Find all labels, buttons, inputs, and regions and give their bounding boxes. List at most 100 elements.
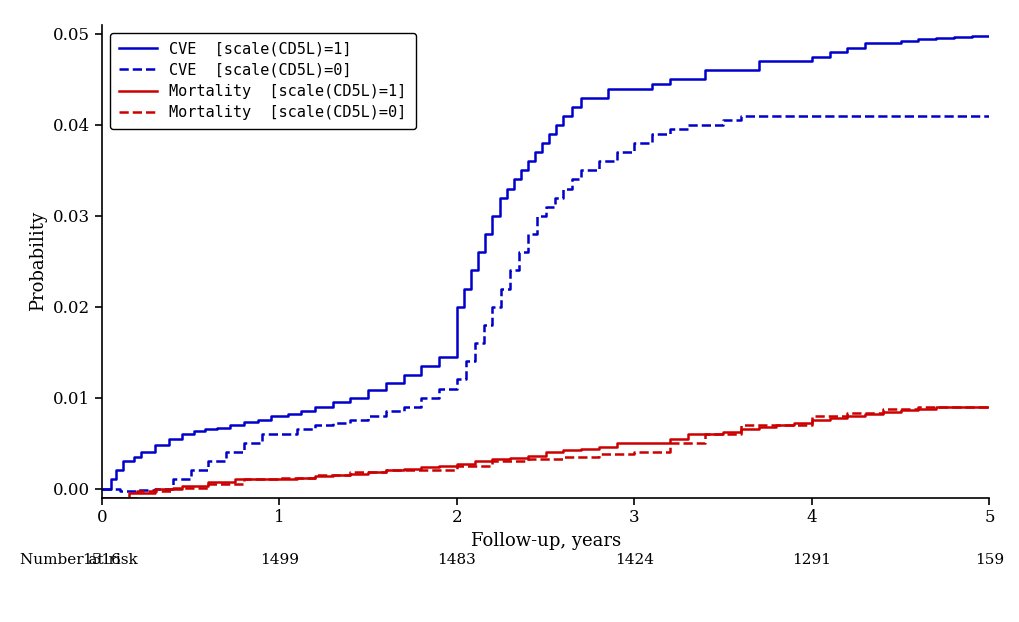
Line: Mortality  [scale(CD5L)=1]: Mortality [scale(CD5L)=1]: [102, 407, 988, 498]
Mortality  [scale(CD5L)=0]: [96, 494, 108, 501]
Mortality  [scale(CD5L)=1]: [769, 421, 782, 429]
Mortality  [scale(CD5L)=1]: [575, 445, 587, 452]
Mortality  [scale(CD5L)=1]: [592, 443, 604, 450]
Mortality  [scale(CD5L)=1]: [734, 425, 746, 433]
Mortality  [scale(CD5L)=0]: [486, 458, 498, 465]
Mortality  [scale(CD5L)=1]: [628, 439, 640, 447]
Mortality  [scale(CD5L)=0]: [841, 409, 853, 417]
Mortality  [scale(CD5L)=0]: [273, 474, 285, 481]
Mortality  [scale(CD5L)=1]: [752, 423, 764, 430]
CVE  [scale(CD5L)=1]: [982, 32, 995, 40]
Mortality  [scale(CD5L)=1]: [841, 412, 853, 419]
Line: CVE  [scale(CD5L)=1]: CVE [scale(CD5L)=1]: [102, 36, 988, 488]
CVE  [scale(CD5L)=1]: [556, 112, 569, 119]
Mortality  [scale(CD5L)=1]: [344, 470, 357, 478]
Mortality  [scale(CD5L)=1]: [911, 405, 923, 412]
Mortality  [scale(CD5L)=1]: [716, 429, 729, 436]
CVE  [scale(CD5L)=0]: [734, 112, 746, 119]
Mortality  [scale(CD5L)=1]: [699, 430, 711, 438]
CVE  [scale(CD5L)=0]: [113, 488, 125, 495]
Text: 159: 159: [974, 553, 1003, 567]
Mortality  [scale(CD5L)=1]: [362, 468, 374, 476]
CVE  [scale(CD5L)=0]: [592, 157, 604, 165]
CVE  [scale(CD5L)=0]: [96, 485, 108, 492]
CVE  [scale(CD5L)=0]: [575, 167, 587, 174]
Mortality  [scale(CD5L)=1]: [556, 447, 569, 454]
Mortality  [scale(CD5L)=0]: [556, 453, 569, 460]
Mortality  [scale(CD5L)=0]: [450, 462, 463, 470]
Y-axis label: Probability: Probability: [30, 211, 48, 311]
Mortality  [scale(CD5L)=1]: [122, 490, 135, 497]
CVE  [scale(CD5L)=0]: [982, 112, 995, 119]
Mortality  [scale(CD5L)=1]: [433, 462, 445, 470]
CVE  [scale(CD5L)=1]: [110, 466, 122, 474]
Text: 1291: 1291: [792, 553, 830, 567]
Mortality  [scale(CD5L)=0]: [202, 480, 214, 488]
Mortality  [scale(CD5L)=1]: [876, 409, 889, 416]
Mortality  [scale(CD5L)=1]: [822, 414, 835, 421]
Mortality  [scale(CD5L)=0]: [911, 403, 923, 411]
CVE  [scale(CD5L)=0]: [699, 121, 711, 129]
Mortality  [scale(CD5L)=0]: [379, 466, 391, 474]
Mortality  [scale(CD5L)=1]: [379, 466, 391, 474]
Mortality  [scale(CD5L)=0]: [805, 412, 817, 419]
CVE  [scale(CD5L)=1]: [911, 35, 923, 43]
Mortality  [scale(CD5L)=1]: [149, 485, 161, 492]
Mortality  [scale(CD5L)=1]: [397, 465, 410, 472]
Mortality  [scale(CD5L)=0]: [415, 466, 427, 474]
Text: 1499: 1499: [260, 553, 299, 567]
Mortality  [scale(CD5L)=0]: [344, 468, 357, 476]
Mortality  [scale(CD5L)=1]: [788, 419, 800, 427]
Mortality  [scale(CD5L)=1]: [539, 448, 551, 456]
Mortality  [scale(CD5L)=1]: [229, 476, 242, 483]
Mortality  [scale(CD5L)=0]: [982, 403, 995, 411]
Mortality  [scale(CD5L)=1]: [929, 403, 942, 411]
Mortality  [scale(CD5L)=1]: [858, 411, 870, 418]
Mortality  [scale(CD5L)=0]: [237, 476, 250, 483]
Mortality  [scale(CD5L)=1]: [681, 430, 693, 438]
Mortality  [scale(CD5L)=1]: [96, 494, 108, 501]
Text: Number at risk: Number at risk: [20, 553, 138, 567]
Mortality  [scale(CD5L)=1]: [645, 439, 657, 447]
Mortality  [scale(CD5L)=1]: [202, 478, 214, 486]
CVE  [scale(CD5L)=1]: [965, 32, 977, 40]
CVE  [scale(CD5L)=0]: [556, 185, 569, 192]
Mortality  [scale(CD5L)=1]: [610, 439, 623, 447]
Mortality  [scale(CD5L)=0]: [592, 450, 604, 458]
Mortality  [scale(CD5L)=1]: [256, 476, 268, 483]
Mortality  [scale(CD5L)=1]: [965, 403, 977, 411]
Legend: CVE  [scale(CD5L)=1], CVE  [scale(CD5L)=0], Mortality  [scale(CD5L)=1], Mortalit: CVE [scale(CD5L)=1], CVE [scale(CD5L)=0]…: [109, 32, 415, 129]
Mortality  [scale(CD5L)=1]: [503, 454, 516, 462]
CVE  [scale(CD5L)=1]: [500, 185, 513, 192]
Mortality  [scale(CD5L)=1]: [309, 472, 321, 480]
Mortality  [scale(CD5L)=1]: [273, 476, 285, 483]
Mortality  [scale(CD5L)=1]: [947, 403, 959, 411]
Mortality  [scale(CD5L)=1]: [290, 474, 303, 481]
Mortality  [scale(CD5L)=0]: [663, 439, 676, 447]
Mortality  [scale(CD5L)=1]: [522, 452, 534, 460]
Mortality  [scale(CD5L)=1]: [663, 435, 676, 442]
Mortality  [scale(CD5L)=1]: [450, 460, 463, 468]
Mortality  [scale(CD5L)=0]: [131, 488, 144, 495]
Mortality  [scale(CD5L)=1]: [486, 456, 498, 463]
CVE  [scale(CD5L)=0]: [362, 412, 374, 419]
CVE  [scale(CD5L)=1]: [326, 399, 338, 406]
Mortality  [scale(CD5L)=1]: [415, 463, 427, 470]
Mortality  [scale(CD5L)=1]: [326, 471, 338, 478]
Mortality  [scale(CD5L)=1]: [894, 407, 906, 414]
Line: Mortality  [scale(CD5L)=0]: Mortality [scale(CD5L)=0]: [102, 407, 988, 498]
Mortality  [scale(CD5L)=1]: [805, 417, 817, 424]
Mortality  [scale(CD5L)=0]: [947, 403, 959, 411]
CVE  [scale(CD5L)=1]: [96, 485, 108, 492]
Mortality  [scale(CD5L)=0]: [309, 471, 321, 478]
Mortality  [scale(CD5L)=0]: [699, 430, 711, 438]
Mortality  [scale(CD5L)=1]: [982, 403, 995, 411]
X-axis label: Follow-up, years: Follow-up, years: [470, 532, 621, 550]
Mortality  [scale(CD5L)=0]: [876, 406, 889, 413]
CVE  [scale(CD5L)=1]: [681, 76, 693, 83]
CVE  [scale(CD5L)=0]: [548, 194, 560, 202]
Line: CVE  [scale(CD5L)=0]: CVE [scale(CD5L)=0]: [102, 116, 988, 491]
Mortality  [scale(CD5L)=0]: [628, 448, 640, 456]
Mortality  [scale(CD5L)=0]: [167, 484, 179, 491]
Mortality  [scale(CD5L)=1]: [175, 482, 187, 490]
